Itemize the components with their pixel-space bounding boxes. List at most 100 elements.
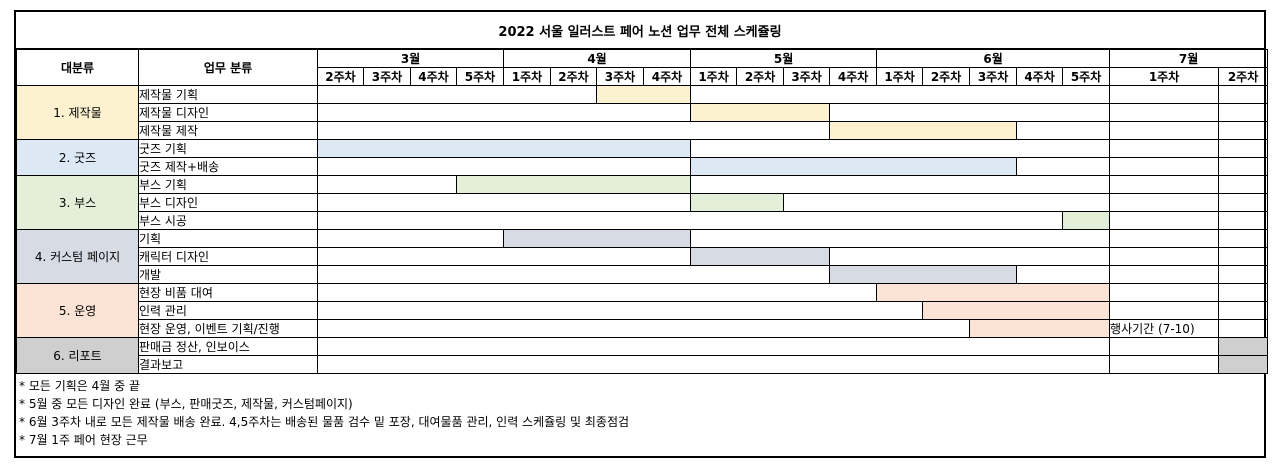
task-cell: 제작물 제작: [138, 121, 318, 140]
table-row: 부스 디자인: [17, 193, 1269, 212]
week-header: 5주차: [1062, 67, 1111, 86]
schedule-bar: [1218, 337, 1269, 356]
category-cell: 2. 굿즈: [16, 139, 139, 176]
task-cell: 제작물 기획: [138, 85, 318, 104]
task-cell: 현장 비품 대여: [138, 283, 318, 302]
schedule-cell: [316, 229, 505, 248]
schedule-cell: [316, 265, 831, 284]
category-cell: 4. 커스텀 페이지: [16, 229, 139, 284]
schedule-cell: [1109, 139, 1220, 158]
schedule-bar: [1062, 211, 1111, 230]
schedule-sheet: 2022 서울 일러스트 페어 노션 업무 전체 스케쥴링 대분류 업무 분류 …: [14, 10, 1269, 458]
schedule-cell: [1218, 319, 1269, 338]
schedule-cell: [1109, 175, 1220, 194]
table-row: 인력 관리: [17, 301, 1269, 320]
month-header: 5월: [690, 49, 878, 68]
schedule-cell: [316, 337, 1111, 356]
schedule-cell: [1218, 247, 1269, 266]
schedule-bar: [690, 157, 1018, 176]
month-header: 4월: [503, 49, 692, 68]
month-header: 7월: [1109, 49, 1269, 68]
schedule-cell: [1218, 193, 1269, 212]
schedule-bar: [829, 121, 1018, 140]
schedule-bar: [503, 229, 692, 248]
schedule-cell: [1109, 265, 1220, 284]
week-header: 1주차: [690, 67, 738, 86]
task-cell: 부스 디자인: [138, 193, 318, 212]
task-header: 업무 분류: [138, 49, 318, 86]
sheet-title: 2022 서울 일러스트 페어 노션 업무 전체 스케쥴링: [16, 12, 1264, 49]
table-row: 개발: [17, 265, 1269, 284]
schedule-cell: [1109, 355, 1220, 374]
schedule-cell: [1109, 85, 1220, 104]
task-cell: 캐릭터 디자인: [138, 247, 318, 266]
schedule-bar: [829, 265, 1018, 284]
week-header: 1주차: [1109, 67, 1220, 86]
week-header: 4주차: [1016, 67, 1064, 86]
schedule-bar: [596, 85, 692, 104]
schedule-bar: [922, 301, 1111, 320]
schedule-cell: [316, 319, 971, 338]
schedule-bar: [690, 247, 831, 266]
category-cell: 3. 부스: [16, 175, 139, 230]
schedule-cell: [690, 229, 1111, 248]
schedule-cell: [316, 157, 692, 176]
schedule-cell: [316, 193, 692, 212]
category-header: 대분류: [16, 49, 139, 86]
schedule-cell: [1218, 283, 1269, 302]
week-header: 4주차: [829, 67, 878, 86]
task-cell: 기획: [138, 229, 318, 248]
event-period-note: 행사기간 (7-10): [1109, 319, 1220, 338]
schedule-bar: [455, 175, 692, 194]
week-header-row: 2주차 3주차 4주차 5주차 1주차 2주차 3주차 4주차 1주차 2주차 3주차 4주차 1주차 2…: [17, 67, 1269, 86]
schedule-cell: [1218, 229, 1269, 248]
schedule-bar: [1218, 355, 1269, 374]
month-header: 3월: [316, 49, 505, 68]
notes-section: * 모든 기획은 4월 중 끝 * 5월 중 모든 디자인 완료 (부스, 판매…: [16, 377, 1264, 449]
table-row: 6. 리포트 판매금 정산, 인보이스: [16, 337, 1269, 374]
schedule-cell: [1218, 157, 1269, 176]
table-row: 제작물 제작: [17, 121, 1269, 140]
schedule-cell: [316, 283, 878, 302]
table-row: 3. 부스 부스 기획: [16, 175, 1269, 230]
table-row: 부스 시공: [17, 211, 1269, 230]
schedule-cell: [1218, 103, 1269, 122]
schedule-cell: [316, 103, 692, 122]
task-cell: 개발: [138, 265, 318, 284]
table-row: 결과보고: [17, 355, 1269, 374]
schedule-cell: [316, 85, 598, 104]
schedule-cell: [1016, 121, 1111, 140]
schedule-cell: [1218, 211, 1269, 230]
schedule-bar: [690, 103, 831, 122]
schedule-cell: [1218, 265, 1269, 284]
schedule-cell: [1218, 139, 1269, 158]
schedule-cell: [316, 247, 692, 266]
schedule-bar: [969, 319, 1111, 338]
schedule-cell: [1218, 121, 1269, 140]
schedule-cell: [1109, 247, 1220, 266]
schedule-cell: [829, 247, 1111, 266]
schedule-cell: [690, 139, 1111, 158]
week-header: 2주차: [736, 67, 785, 86]
schedule-cell: [1218, 301, 1269, 320]
note-line: * 모든 기획은 4월 중 끝: [19, 379, 141, 393]
schedule-bar: [316, 139, 692, 158]
task-cell: 굿즈 제작+배송: [138, 157, 318, 176]
schedule-cell: [783, 193, 1111, 212]
table-row: 현장 운영, 이벤트 기획/진행 행사기간 (7-10): [17, 319, 1269, 338]
schedule-cell: [1109, 211, 1220, 230]
table-row: 2. 굿즈 굿즈 기획: [16, 139, 1269, 176]
task-cell: 인력 관리: [138, 301, 318, 320]
table-row: 5. 운영 현장 비품 대여: [16, 283, 1269, 338]
task-cell: 현장 운영, 이벤트 기획/진행: [138, 319, 318, 338]
category-cell: 5. 운영: [16, 283, 139, 338]
schedule-cell: [316, 121, 831, 140]
schedule-bar: [690, 193, 785, 212]
schedule-cell: [316, 301, 924, 320]
note-line: * 6월 3주차 내로 모든 제작물 배송 완료. 4,5주차는 배송된 물품 …: [19, 415, 630, 429]
schedule-cell: [316, 211, 1064, 230]
note-line: * 7월 1주 페어 현장 근무: [19, 433, 148, 447]
schedule-cell: [690, 85, 1111, 104]
category-cell: 1. 제작물: [16, 85, 139, 140]
task-cell: 결과보고: [138, 355, 318, 374]
